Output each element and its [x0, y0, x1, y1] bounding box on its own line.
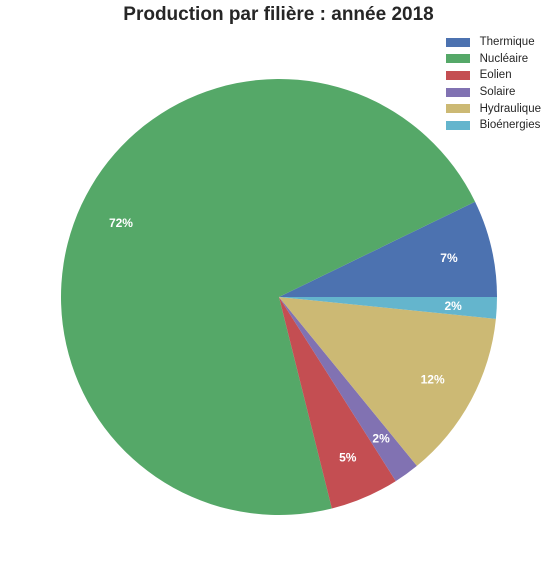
- slice-value-label: 72%: [109, 216, 133, 230]
- legend-item: Solaire: [445, 84, 541, 101]
- pie-slice-bioénergies: [279, 297, 497, 319]
- slice-value-label: 7%: [440, 251, 458, 265]
- pie-slice-nucléaire: [60, 79, 476, 516]
- legend-label: Solaire: [479, 86, 516, 99]
- slice-value-label: 5%: [339, 450, 357, 464]
- legend-label: Bioénergies: [479, 119, 541, 132]
- legend-swatch: [445, 37, 470, 47]
- legend-item: Bioénergies: [445, 117, 541, 134]
- pie-slice-eolien: [279, 297, 396, 509]
- legend-swatch: [445, 70, 470, 80]
- slice-value-label: 2%: [445, 299, 463, 313]
- chart-title: Production par filière : année 2018: [123, 4, 434, 25]
- legend-label: Nucléaire: [479, 52, 529, 65]
- legend-item: Thermique: [445, 34, 541, 51]
- legend-swatch: [445, 104, 470, 114]
- legend-swatch: [445, 87, 470, 97]
- slice-value-label: 12%: [421, 373, 445, 387]
- slice-value-label: 2%: [372, 431, 390, 445]
- legend-swatch: [445, 54, 470, 64]
- legend-label: Thermique: [479, 36, 535, 49]
- legend-item: Eolien: [445, 67, 541, 84]
- legend-item: Nucléaire: [445, 51, 541, 68]
- pie-slice-solaire: [279, 297, 417, 482]
- pie-slice-thermique: [279, 201, 497, 297]
- legend-label: Hydraulique: [479, 102, 541, 115]
- legend: Thermique Nucléaire Eolien Solaire Hydrauliq…: [445, 34, 541, 134]
- legend-item: Hydraulique: [445, 100, 541, 117]
- pie-slice-hydraulique: [279, 297, 496, 466]
- legend-label: Eolien: [479, 69, 512, 82]
- legend-swatch: [445, 120, 470, 130]
